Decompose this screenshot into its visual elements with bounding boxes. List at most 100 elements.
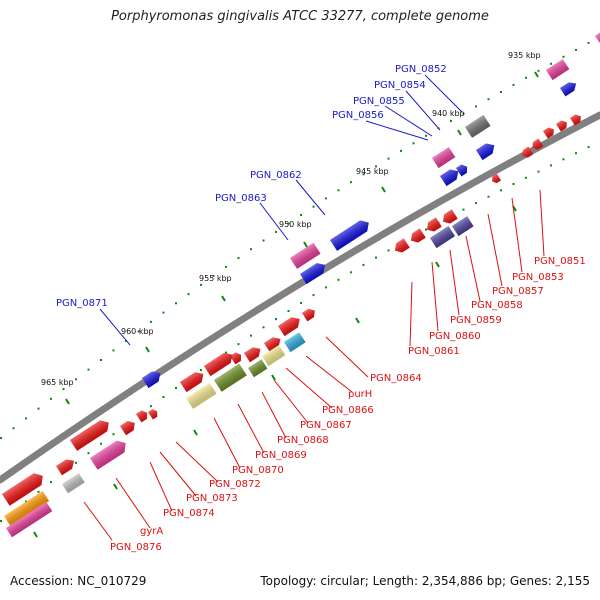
guide-dot [425,228,427,231]
guide-dot [362,263,365,266]
leader-line [465,235,481,302]
gene-glyph [465,115,491,138]
leader-line [295,179,326,216]
gene-shading [262,345,286,367]
guide-dot [525,76,527,79]
gene-label-pgn-0864[interactable]: PGN_0864 [370,373,422,384]
guide-dot [75,461,77,464]
gene-label-pgn-0861[interactable]: PGN_0861 [408,346,460,357]
gene-glyph [6,501,53,538]
guide-dot [300,302,302,304]
guide-dot [425,134,427,137]
leader-line [159,451,197,497]
gene-label-pgn-0852[interactable]: PGN_0852 [395,64,447,75]
gene-label-pgn-0851[interactable]: PGN_0851 [534,256,586,267]
gene-label-pgn-0870[interactable]: PGN_0870 [232,465,284,476]
leader-line [424,74,463,113]
guide-dot [487,195,490,198]
gene-shading [278,317,300,337]
gene-shading [2,473,43,506]
gene-glyph [456,164,468,177]
guide-dot [87,452,90,455]
leader-line [305,355,353,393]
guide-dot [575,152,577,155]
scale-label-935: 935 kbp [508,51,541,60]
gene-label-pgn-0873[interactable]: PGN_0873 [186,493,238,504]
guide-dot [37,407,40,410]
scale-label-960: 960 kbp [121,327,154,336]
gene-features [2,29,600,538]
gene-label-pgn-0858[interactable]: PGN_0858 [471,300,523,311]
guide-dot [100,359,102,361]
guide-dot [475,105,477,108]
gene-shading [546,59,570,81]
guide-dot [512,83,515,86]
gene-shading [302,308,315,322]
gene-shading [426,217,442,232]
guide-dot [87,368,90,371]
gene-glyph [244,347,261,363]
leader-line [261,391,287,439]
gene-label-pgn-0866[interactable]: PGN_0866 [322,405,374,416]
leader-line [99,308,131,346]
gene-glyph [2,473,43,506]
scale-tick [33,531,38,538]
accession-text: Accession: NC_010729 [10,574,147,588]
gene-label-pgn-0869[interactable]: PGN_0869 [255,450,307,461]
gene-shading [330,220,369,251]
gene-label-pgn-0871[interactable]: PGN_0871 [56,298,108,309]
guide-dot [512,183,515,185]
label-leaders [83,74,545,541]
scale-label-965: 965 kbp [41,378,74,387]
guide-dot [50,481,52,484]
gene-label-purh[interactable]: purH [348,389,372,400]
gene-glyph [214,363,247,392]
leader-line [539,189,545,257]
gene-label-gyra[interactable]: gyrA [140,526,163,537]
gene-label-pgn-0872[interactable]: PGN_0872 [209,479,261,490]
gene-label-pgn-0856[interactable]: PGN_0856 [332,110,384,121]
leader-line [431,261,439,332]
guide-dot [550,164,552,167]
gene-glyph [570,114,581,126]
gene-label-pgn-0868[interactable]: PGN_0868 [277,435,329,446]
gene-label-pgn-0863[interactable]: PGN_0863 [215,193,267,204]
guide-dot [387,157,390,160]
gene-glyph [186,382,217,409]
guide-dot [237,343,240,346]
gene-label-pgn-0862[interactable]: PGN_0862 [250,170,302,181]
gene-shading [440,169,459,187]
guide-dot [262,326,265,329]
gene-glyph [595,29,600,48]
guide-dot [487,98,490,101]
gene-glyph [264,337,281,353]
map-title: Porphyromonas gingivalis ATCC 33277, com… [111,9,489,24]
leader-line [487,213,503,287]
leader-line [175,441,219,483]
gene-shading [465,115,491,138]
gene-label-pgn-0876[interactable]: PGN_0876 [110,542,162,553]
leader-line [149,461,173,512]
gene-label-pgn-0853[interactable]: PGN_0853 [512,272,564,283]
gene-label-pgn-0874[interactable]: PGN_0874 [163,508,215,519]
gene-glyph [442,209,458,224]
guide-dot [200,283,202,286]
gene-label-pgn-0859[interactable]: PGN_0859 [450,315,502,326]
gene-label-pgn-0857[interactable]: PGN_0857 [492,286,544,297]
guide-dot [150,405,152,408]
leader-line [449,249,460,316]
scale-tick [534,71,539,78]
gene-label-pgn-0855[interactable]: PGN_0855 [353,96,405,107]
guide-dot [25,417,27,420]
scale-ticks [33,71,539,538]
guide-dot [525,176,527,179]
gene-shading [595,29,600,48]
guide-dot [187,293,190,296]
gene-label-pgn-0854[interactable]: PGN_0854 [374,80,426,91]
gene-label-pgn-0867[interactable]: PGN_0867 [300,420,352,431]
gene-label-pgn-0860[interactable]: PGN_0860 [429,331,481,342]
gene-glyph [204,352,233,377]
guide-dot [50,397,52,400]
gene-shading [556,120,567,132]
